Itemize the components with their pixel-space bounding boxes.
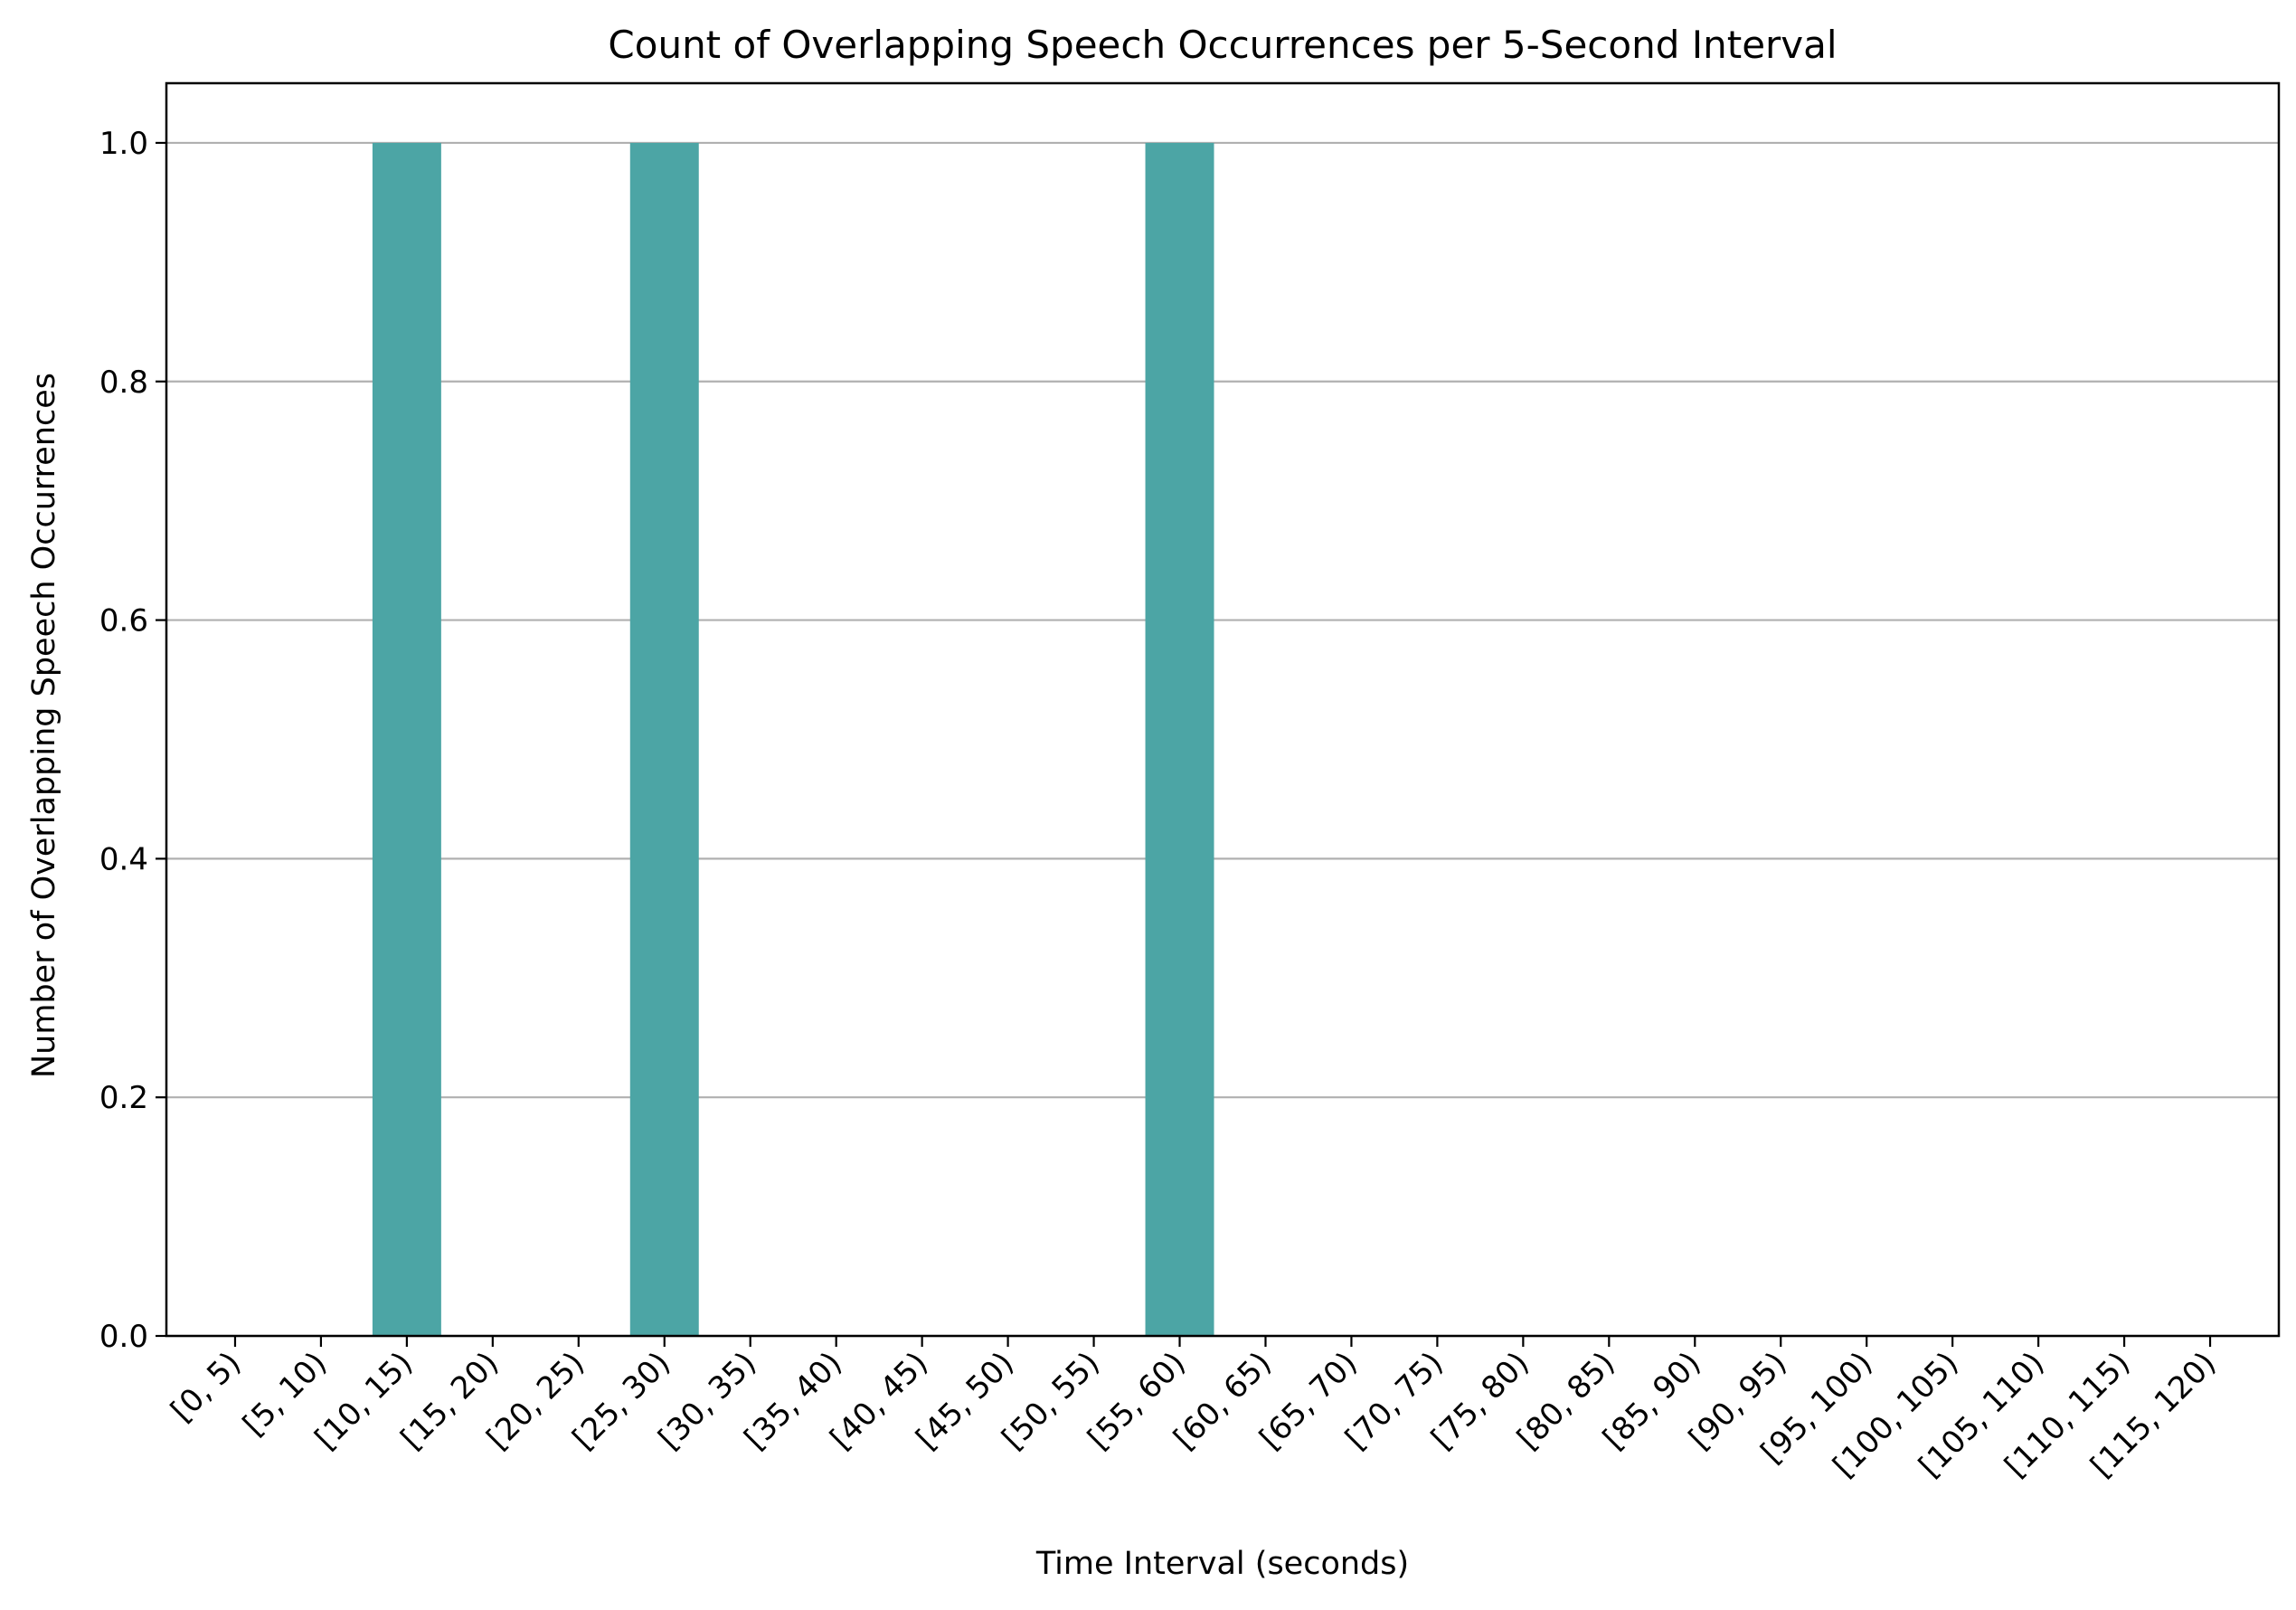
y-tick-label: 0.2 bbox=[99, 1080, 148, 1116]
chart-title: Count of Overlapping Speech Occurrences … bbox=[608, 23, 1837, 67]
x-axis-ticks: [0, 5)[5, 10)[10, 15)[15, 20)[20, 25)[25… bbox=[164, 1336, 2223, 1484]
y-axis-label: Number of Overlapping Speech Occurrences bbox=[26, 373, 62, 1078]
bar bbox=[1145, 142, 1214, 1336]
x-axis-label: Time Interval (seconds) bbox=[1035, 1546, 1409, 1582]
bar bbox=[372, 142, 441, 1336]
y-axis-ticks: 0.0 0.2 0.4 0.6 0.8 1.0 bbox=[99, 126, 166, 1355]
y-tick-label: 1.0 bbox=[99, 126, 148, 162]
grid-lines bbox=[166, 141, 2279, 1338]
y-tick-label: 0.6 bbox=[99, 603, 148, 639]
bars bbox=[372, 142, 1214, 1336]
plot-frame bbox=[165, 81, 2281, 1338]
y-tick-label: 0.4 bbox=[99, 841, 148, 877]
y-tick-label: 0.0 bbox=[99, 1319, 148, 1355]
y-tick-label: 0.8 bbox=[99, 365, 148, 401]
bar bbox=[629, 142, 699, 1336]
x-tick-label: [0, 5) bbox=[164, 1345, 248, 1429]
